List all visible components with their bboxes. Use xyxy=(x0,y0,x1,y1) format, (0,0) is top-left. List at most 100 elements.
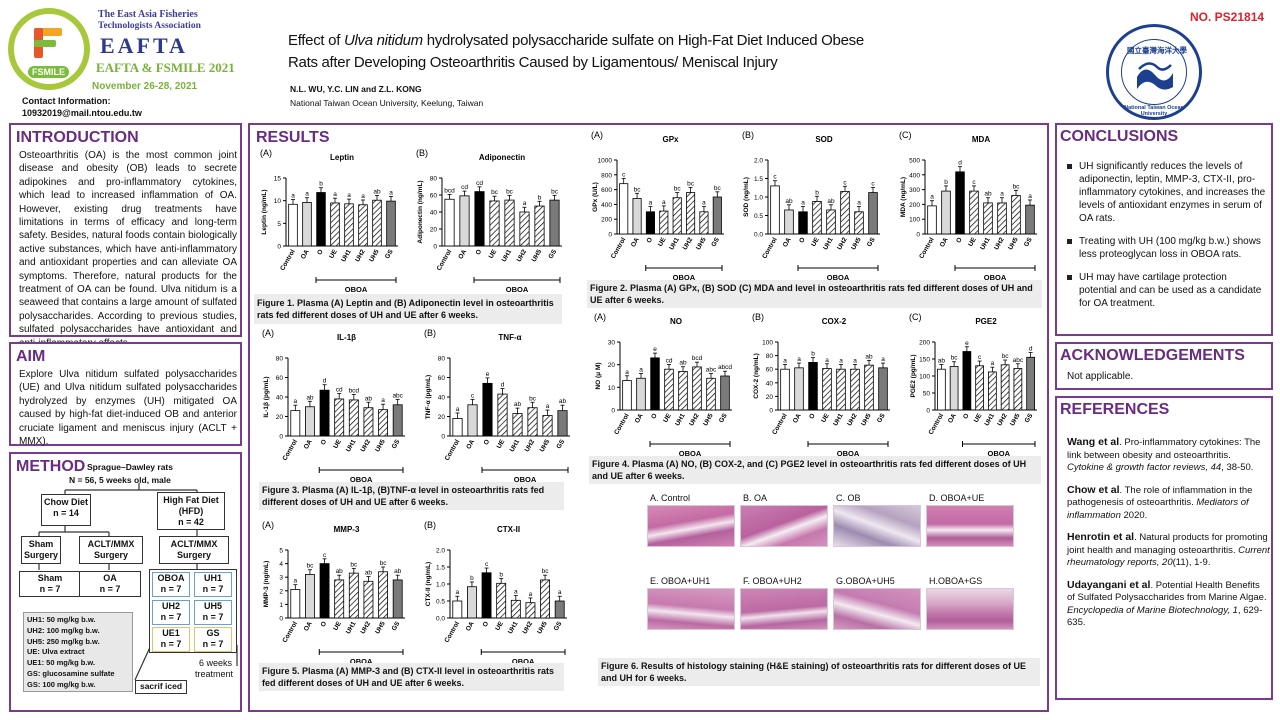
bar-uh1 xyxy=(344,203,354,247)
chart-title: Adiponectin xyxy=(479,153,525,162)
weeks-label: 6 weeks xyxy=(199,658,233,668)
bar-gs xyxy=(392,404,403,437)
y-tick-label: 20 xyxy=(766,394,774,401)
ntou-seal-ring-text: National Taiwan Ocean University xyxy=(1124,105,1184,117)
chow-n: n = 14 xyxy=(53,508,79,518)
histology-image-oboa-uh1 xyxy=(647,588,735,630)
bar-control xyxy=(770,185,780,235)
bar-oa xyxy=(949,366,959,411)
significance-letter: a xyxy=(797,356,801,363)
y-tick-label: 400 xyxy=(601,202,612,209)
contact-email: 10932019@mail.ntou.edu.tw xyxy=(22,108,142,118)
oboa-label: OBOA xyxy=(673,273,696,282)
significance-letter: abc xyxy=(1013,357,1024,364)
histology-image-oboa-uh2 xyxy=(740,588,828,630)
bar-oa xyxy=(636,377,646,411)
bar-uh2 xyxy=(997,202,1007,235)
significance-letter: a xyxy=(361,193,365,200)
y-tick-label: 1.0 xyxy=(754,195,763,202)
fig3-caption: Figure 3. Plasma (A) IL-1β, (B)TNF-α lev… xyxy=(262,485,545,507)
x-tick-label: GS xyxy=(384,248,395,260)
chart-title: COX-2 xyxy=(822,317,847,326)
y-tick-label: 500 xyxy=(909,158,920,165)
bar-o xyxy=(955,171,965,235)
bar-control xyxy=(927,205,937,235)
y-tick-label: 0 xyxy=(769,408,773,415)
bar-oa xyxy=(794,367,804,411)
significance-letter: ab xyxy=(365,395,373,402)
chart-panel-letter: (B) xyxy=(742,130,754,140)
ref-1-tail: 2020. xyxy=(1120,509,1148,521)
y-axis-label: COX-2 (ng/mL) xyxy=(753,353,760,399)
bar-ue xyxy=(330,202,340,247)
significance-letter: cd xyxy=(666,357,673,364)
x-tick-label: UE xyxy=(328,248,339,260)
x-tick-label: UH1 xyxy=(668,236,681,251)
method-animal: Sprague–Dawley rats xyxy=(87,462,173,472)
x-tick-label: UH5 xyxy=(1009,412,1022,427)
fsmile-logo-text: FSMILE xyxy=(28,66,69,78)
bar-ue xyxy=(812,201,822,235)
bar-o xyxy=(319,563,330,619)
x-tick-label: UH5 xyxy=(860,412,873,427)
ref-1-journal: Mediators of inflammation xyxy=(1067,497,1249,521)
significance-letter: a xyxy=(853,357,857,364)
bar-o xyxy=(808,362,818,411)
x-tick-label: UE xyxy=(332,620,343,632)
bar-uh5 xyxy=(1013,368,1023,411)
title-line2: Rats after Developing Osteoarthritis Cau… xyxy=(288,54,778,71)
y-axis-label: NO (μ M) xyxy=(595,362,602,389)
chart-tnfa: (B) TNF-α 0 20 40 60 80 TNF-α (pg/mL) a Control c O… xyxy=(424,328,570,484)
x-tick-label: Control xyxy=(927,412,945,436)
bar-oa xyxy=(941,190,951,235)
results-title: RESULTS xyxy=(256,129,330,146)
significance-letter: b xyxy=(319,181,323,188)
x-tick-label: OA xyxy=(300,248,311,260)
significance-letter: a xyxy=(558,589,562,596)
significance-letter: bc xyxy=(1002,353,1010,360)
chart-title: IL-1β xyxy=(337,333,356,342)
y-tick-label: 200 xyxy=(919,340,930,347)
hfd-n: n = 42 xyxy=(178,517,204,527)
y-tick-label: 10 xyxy=(608,385,616,392)
bar-ue xyxy=(496,582,507,619)
x-tick-label: Control xyxy=(281,438,299,462)
conclusions-title: CONCLUSIONS xyxy=(1060,128,1179,145)
bar-control xyxy=(780,368,790,411)
significance-letter: c xyxy=(972,179,976,186)
histo-label-6: G.OBOA+UH5 xyxy=(836,576,895,586)
y-axis-label: GPx (U/L) xyxy=(592,182,599,212)
x-tick-label: Control xyxy=(281,620,299,644)
x-tick-label: OA xyxy=(634,412,645,424)
x-tick-label: UH1 xyxy=(674,412,687,427)
y-tick-label: 0 xyxy=(916,232,920,239)
x-tick-label: O xyxy=(798,237,807,245)
ref-2-text: . Natural products for promoting joint h… xyxy=(1067,532,1268,556)
x-tick-label: UH2 xyxy=(360,620,373,635)
bar-o xyxy=(962,351,972,411)
y-tick-label: 40 xyxy=(430,210,438,217)
bar-o xyxy=(645,211,655,235)
chart-panel-letter: (B) xyxy=(752,312,764,322)
bar-uh5 xyxy=(699,211,709,235)
x-tick-label: UH1 xyxy=(832,412,845,427)
y-tick-label: 1 xyxy=(279,602,283,609)
x-tick-label: OA xyxy=(630,236,641,248)
reference-item-0: Wang et al. Pro-inflammatory cytokines: … xyxy=(1067,436,1270,475)
bar-uh2 xyxy=(363,580,374,619)
x-tick-label: OA xyxy=(782,236,793,248)
chart-title: TNF-α xyxy=(498,333,521,342)
bar-oa xyxy=(305,574,315,619)
y-tick-label: 0 xyxy=(279,616,283,623)
bar-gs xyxy=(868,192,878,235)
bar-uh2 xyxy=(692,366,702,411)
significance-letter: a xyxy=(639,367,643,374)
title-pre: Effect of xyxy=(288,32,344,49)
x-tick-label: GS xyxy=(1023,236,1034,248)
x-tick-label: UE xyxy=(496,438,507,450)
significance-letter: b xyxy=(538,194,542,201)
significance-letter: bc xyxy=(714,185,722,192)
histology-image-oboa-uh5 xyxy=(833,588,921,630)
x-tick-label: Control xyxy=(771,412,789,436)
x-tick-label: GS xyxy=(1024,412,1035,424)
